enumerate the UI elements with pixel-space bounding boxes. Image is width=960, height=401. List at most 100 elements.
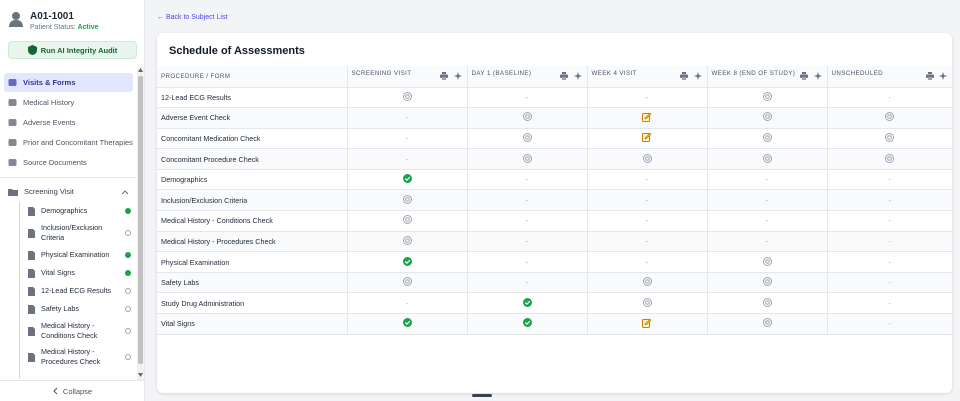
form-item[interactable]: Safety Labs <box>0 300 136 318</box>
scheduled-icon[interactable] <box>762 91 772 101</box>
nav-item[interactable]: Prior and Concomitant Therapies <box>4 133 133 152</box>
back-link[interactable]: ← Back to Subject List <box>157 14 228 21</box>
sidebar: A01-1001 Patient Status: Active Run AI I… <box>0 0 145 401</box>
scheduled-icon[interactable] <box>402 215 412 225</box>
table-row: Safety Labs - - <box>157 271 952 294</box>
ai-icon[interactable] <box>453 71 463 81</box>
scheduled-icon[interactable] <box>762 153 772 163</box>
resize-handle[interactable] <box>472 394 492 397</box>
form-list: Demographics Inclusion/Exclusion Criteria… <box>0 202 136 378</box>
scheduled-icon[interactable] <box>642 153 652 163</box>
scheduled-icon[interactable] <box>522 132 532 142</box>
complete-icon[interactable] <box>522 297 532 307</box>
form-item[interactable]: Physical Examination <box>0 246 136 264</box>
form-item[interactable]: Medical History - Conditions Check <box>0 318 136 344</box>
print-icon[interactable] <box>560 72 569 81</box>
status-cell <box>706 313 828 335</box>
schedule-table: PROCEDURE / FORM SCREENING VISIT DAY 1 (B… <box>157 66 952 335</box>
status-cell <box>346 210 468 232</box>
scheduled-icon[interactable] <box>885 153 895 163</box>
status-cell <box>586 313 708 335</box>
status-cell: - <box>586 251 708 273</box>
scheduled-icon[interactable] <box>402 91 412 101</box>
ai-icon[interactable] <box>939 71 948 81</box>
nav-icon <box>8 119 17 126</box>
scheduled-icon[interactable] <box>885 132 895 142</box>
table-row: Demographics - - - - <box>157 168 952 191</box>
scheduled-icon[interactable] <box>522 153 532 163</box>
scheduled-icon[interactable] <box>402 277 412 287</box>
complete-icon[interactable] <box>402 318 412 328</box>
print-icon[interactable] <box>925 72 934 81</box>
complete-icon[interactable] <box>522 318 532 328</box>
form-item[interactable]: 12-Lead ECG Results <box>0 282 136 300</box>
scheduled-icon[interactable] <box>642 297 652 307</box>
scheduled-icon[interactable] <box>762 277 772 287</box>
complete-icon[interactable] <box>402 174 412 184</box>
scheduled-icon[interactable] <box>402 235 412 245</box>
form-cell: Concomitant Procedure Check <box>157 148 348 170</box>
visit-group-label: Screening Visit <box>24 187 74 196</box>
scheduled-icon[interactable] <box>885 112 895 122</box>
doc-icon <box>28 352 35 362</box>
form-item[interactable]: Demographics <box>0 202 136 220</box>
column-header: DAY 1 (BASELINE) <box>466 66 588 88</box>
doc-icon <box>28 206 35 216</box>
status-cell <box>466 148 588 170</box>
table-row: Concomitant Medication Check - <box>157 127 952 150</box>
status-dot <box>125 328 131 334</box>
status-dot <box>125 288 131 294</box>
ai-icon[interactable] <box>693 71 703 81</box>
print-icon[interactable] <box>680 72 689 81</box>
status-cell <box>706 251 828 273</box>
edit-icon[interactable] <box>642 112 652 122</box>
scrollbar[interactable] <box>137 66 144 380</box>
column-header: SCREENING VISIT <box>346 66 468 88</box>
collapse-label: Collapse <box>62 386 93 396</box>
column-label: DAY 1 (BASELINE) <box>471 70 532 78</box>
print-icon[interactable] <box>440 72 449 81</box>
scheduled-icon[interactable] <box>762 297 772 307</box>
scheduled-icon[interactable] <box>642 277 652 287</box>
form-item[interactable]: Vital Signs <box>0 264 136 282</box>
column-label: WEEK 4 VISIT <box>591 70 637 78</box>
ai-icon[interactable] <box>573 71 583 81</box>
status-cell: - <box>586 189 708 212</box>
table-row: Physical Examination - - - <box>157 251 952 273</box>
print-icon[interactable] <box>800 72 809 81</box>
scroll-thumb[interactable] <box>138 76 143 364</box>
audit-button[interactable]: Run AI Integrity Audit <box>8 41 137 59</box>
form-item[interactable]: Inclusion/Exclusion Criteria <box>0 220 136 246</box>
visit-group[interactable]: Screening Visit <box>4 182 133 201</box>
column-header: WEEK 8 (END OF STUDY) <box>706 66 828 88</box>
status-cell: - <box>706 189 828 212</box>
collapse-button[interactable]: Collapse <box>0 380 144 401</box>
form-cell: Physical Examination <box>157 251 348 273</box>
scheduled-icon[interactable] <box>402 194 412 204</box>
scheduled-icon[interactable] <box>762 112 772 122</box>
doc-icon <box>28 286 35 296</box>
ai-icon[interactable] <box>813 71 823 81</box>
scheduled-icon[interactable] <box>762 132 772 142</box>
nav-item[interactable]: Source Documents <box>4 153 133 172</box>
form-cell: Inclusion/Exclusion Criteria <box>157 189 348 212</box>
nav-item[interactable]: Visits & Forms <box>4 73 133 92</box>
edit-icon[interactable] <box>642 132 652 143</box>
table-row: Concomitant Procedure Check - <box>157 148 952 170</box>
scheduled-icon[interactable] <box>522 112 532 122</box>
nav-item[interactable]: Medical History <box>4 93 133 112</box>
status-cell: - <box>706 168 828 191</box>
form-label: Medical History - Procedures Check <box>41 347 101 366</box>
status-cell: - <box>826 230 952 253</box>
scheduled-icon[interactable] <box>762 318 772 328</box>
nav-label: Medical History <box>23 98 75 107</box>
form-cell: Medical History - Conditions Check <box>157 210 348 232</box>
folder-icon <box>8 188 18 196</box>
complete-icon[interactable] <box>402 256 412 266</box>
form-label: Demographics <box>41 206 88 215</box>
scheduled-icon[interactable] <box>762 256 772 266</box>
nav-item[interactable]: Adverse Events <box>4 113 133 132</box>
nav-icon <box>8 159 17 166</box>
edit-icon[interactable] <box>642 318 652 328</box>
form-item[interactable]: Medical History - Procedures Check <box>0 344 136 370</box>
